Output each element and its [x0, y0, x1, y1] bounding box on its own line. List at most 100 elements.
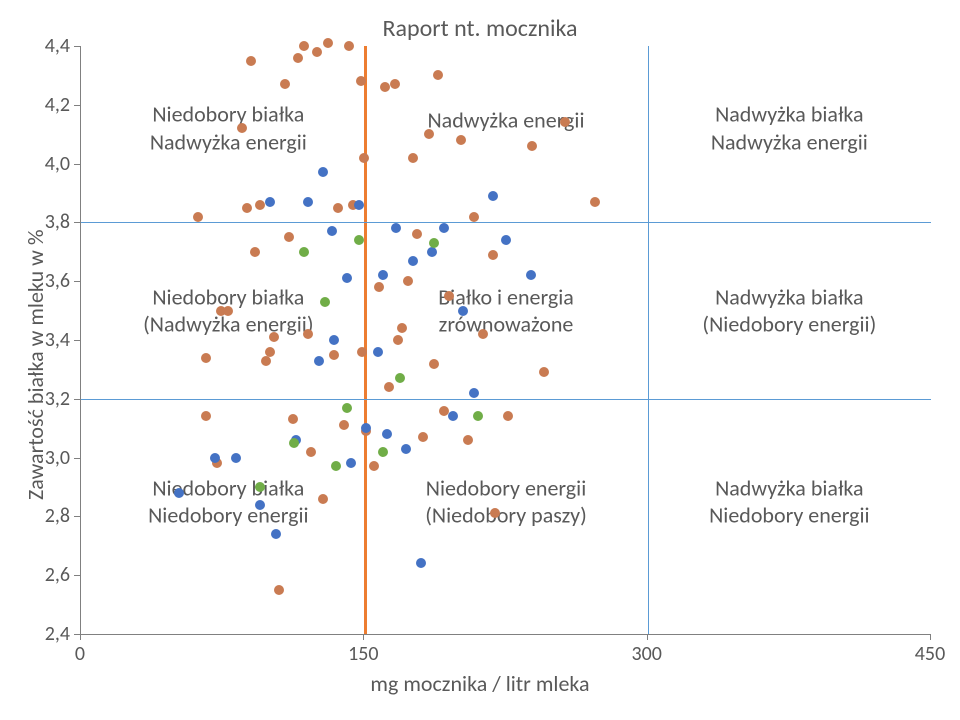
reference-line-horizontal	[81, 399, 931, 400]
scatter-point	[539, 367, 549, 377]
scatter-point	[391, 223, 401, 233]
scatter-point	[354, 235, 364, 245]
scatter-point	[318, 167, 328, 177]
y-tick-label: 4,2	[30, 93, 70, 117]
scatter-point	[439, 406, 449, 416]
scatter-point	[424, 129, 434, 139]
scatter-point	[560, 117, 570, 127]
y-tick-mark	[74, 399, 80, 400]
scatter-point	[490, 508, 500, 518]
scatter-point	[201, 411, 211, 421]
y-tick-mark	[74, 222, 80, 223]
scatter-point	[306, 447, 316, 457]
scatter-point	[280, 79, 290, 89]
y-tick-label: 2,4	[30, 622, 70, 646]
scatter-point	[374, 282, 384, 292]
scatter-point	[237, 123, 247, 133]
scatter-point	[478, 329, 488, 339]
region-label: Nadwyżka białkaNadwyżka energii	[711, 101, 868, 156]
scatter-point	[378, 270, 388, 280]
region-label: Nadwyżka białkaNiedobory energii	[709, 474, 870, 529]
region-label: Niedobory białkaNadwyżka energii	[150, 101, 307, 156]
scatter-point	[401, 444, 411, 454]
y-tick-mark	[74, 164, 80, 165]
scatter-point	[288, 414, 298, 424]
scatter-point	[408, 153, 418, 163]
scatter-point	[303, 329, 313, 339]
scatter-point	[193, 212, 203, 222]
scatter-point	[174, 488, 184, 498]
scatter-point	[397, 323, 407, 333]
scatter-point	[299, 247, 309, 257]
chart-title: Raport nt. mocznika	[0, 14, 960, 43]
scatter-point	[458, 306, 468, 316]
scatter-point	[427, 247, 437, 257]
scatter-point	[293, 53, 303, 63]
x-tick-label: 0	[75, 642, 85, 666]
scatter-point	[323, 38, 333, 48]
scatter-point	[395, 373, 405, 383]
scatter-point	[274, 585, 284, 595]
scatter-point	[361, 423, 371, 433]
reference-line-vertical	[364, 46, 367, 634]
scatter-point	[473, 411, 483, 421]
scatter-point	[265, 347, 275, 357]
scatter-point	[526, 270, 536, 280]
y-tick-label: 2,6	[30, 563, 70, 587]
scatter-point	[590, 197, 600, 207]
scatter-point	[261, 356, 271, 366]
y-tick-label: 3,0	[30, 446, 70, 470]
scatter-point	[271, 529, 281, 539]
scatter-point	[284, 232, 294, 242]
y-tick-mark	[74, 516, 80, 517]
scatter-point	[210, 453, 220, 463]
scatter-point	[356, 76, 366, 86]
scatter-point	[429, 359, 439, 369]
scatter-point	[346, 458, 356, 468]
scatter-point	[255, 500, 265, 510]
scatter-point	[312, 47, 322, 57]
scatter-point	[320, 297, 330, 307]
y-tick-mark	[74, 105, 80, 106]
scatter-point	[501, 235, 511, 245]
region-label: Niedobory energii(Niedobory paszy)	[425, 474, 587, 529]
scatter-point	[329, 350, 339, 360]
scatter-point	[359, 153, 369, 163]
scatter-point	[299, 41, 309, 51]
scatter-point	[384, 382, 394, 392]
scatter-point	[223, 306, 233, 316]
scatter-point	[503, 411, 513, 421]
plot-area: Niedobory białkaNadwyżka energii Nadwyżka…	[80, 46, 931, 635]
scatter-point	[255, 482, 265, 492]
scatter-point	[418, 432, 428, 442]
region-label: Niedobory białkaNiedobory energii	[148, 474, 309, 529]
scatter-point	[250, 247, 260, 257]
scatter-point	[201, 353, 211, 363]
x-tick-mark	[647, 634, 648, 640]
scatter-point	[378, 447, 388, 457]
scatter-point	[448, 411, 458, 421]
y-tick-label: 4,0	[30, 152, 70, 176]
scatter-point	[369, 461, 379, 471]
scatter-point	[331, 461, 341, 471]
x-tick-mark	[363, 634, 364, 640]
y-tick-label: 3,4	[30, 328, 70, 352]
scatter-point	[269, 332, 279, 342]
y-tick-label: 4,4	[30, 34, 70, 58]
scatter-point	[390, 79, 400, 89]
scatter-point	[246, 56, 256, 66]
scatter-point	[329, 335, 339, 345]
y-tick-mark	[74, 281, 80, 282]
reference-line-horizontal	[81, 222, 931, 223]
scatter-point	[412, 229, 422, 239]
scatter-point	[344, 41, 354, 51]
scatter-point	[382, 429, 392, 439]
scatter-point	[439, 223, 449, 233]
scatter-point	[314, 356, 324, 366]
scatter-point	[231, 453, 241, 463]
scatter-point	[342, 273, 352, 283]
scatter-point	[265, 197, 275, 207]
x-tick-label: 150	[348, 642, 378, 666]
scatter-point	[339, 420, 349, 430]
scatter-point	[469, 212, 479, 222]
